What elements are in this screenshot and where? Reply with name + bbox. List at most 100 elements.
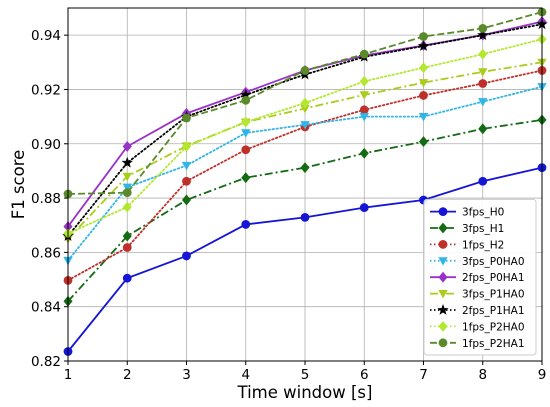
series-layer bbox=[62, 7, 548, 356]
x-tick-label: 4 bbox=[241, 367, 250, 383]
x-axis-label: Time window [s] bbox=[237, 383, 373, 402]
legend-marker bbox=[437, 304, 449, 315]
data-point bbox=[477, 29, 489, 40]
legend-item: 2fps_P0HA1 bbox=[430, 271, 525, 284]
data-point bbox=[241, 172, 251, 184]
legend-item: 2fps_P1HA1 bbox=[430, 304, 525, 317]
data-point bbox=[241, 129, 251, 138]
legend-marker bbox=[438, 257, 448, 266]
data-point bbox=[122, 201, 132, 213]
data-point bbox=[359, 105, 369, 115]
legend-item: 1fps_H2 bbox=[430, 239, 504, 251]
data-point bbox=[182, 251, 191, 261]
data-point bbox=[419, 91, 428, 100]
data-point bbox=[121, 156, 133, 168]
data-point bbox=[418, 113, 429, 122]
x-tick-label: 9 bbox=[538, 367, 547, 383]
y-tick-label: 0.92 bbox=[31, 82, 61, 98]
legend-label: 1fps_P2HA0 bbox=[462, 321, 525, 333]
data-point bbox=[478, 123, 488, 135]
data-point bbox=[300, 162, 310, 174]
data-point bbox=[418, 136, 429, 148]
data-point bbox=[478, 98, 488, 107]
legend: 3fps_H0 3fps_H1 1fps_H2 3fps_P0HA0 2fps_P0HA… bbox=[423, 198, 537, 356]
legend-marker bbox=[438, 239, 448, 249]
legend-item: 3fps_P0HA0 bbox=[430, 256, 525, 268]
axis-ticks: 1 2 3 4 5 6 7 8 9 0.82 0.84 0.86 0.88 0.90 0.92 0.94 bbox=[31, 28, 546, 383]
data-point bbox=[122, 188, 132, 198]
data-point bbox=[300, 97, 310, 109]
legend-marker bbox=[438, 338, 448, 348]
data-point bbox=[359, 147, 369, 159]
data-point bbox=[478, 68, 488, 77]
x-tick-label: 6 bbox=[360, 367, 369, 383]
data-point bbox=[181, 194, 192, 206]
data-point bbox=[182, 113, 191, 123]
x-tick-label: 5 bbox=[301, 367, 310, 383]
legend-item: 1fps_P2HA0 bbox=[430, 320, 525, 333]
data-point bbox=[122, 183, 132, 193]
legend-box bbox=[423, 198, 537, 356]
data-point bbox=[241, 220, 251, 229]
legend-item: 3fps_P1HA0 bbox=[430, 289, 525, 301]
legend-marker bbox=[438, 289, 448, 299]
y-tick-label: 0.84 bbox=[31, 300, 61, 316]
data-point bbox=[122, 243, 132, 252]
data-point bbox=[122, 273, 132, 283]
series-3fps_H1 bbox=[63, 114, 547, 307]
data-point bbox=[418, 62, 429, 74]
legend-marker bbox=[438, 320, 448, 332]
data-point bbox=[478, 176, 488, 186]
data-point bbox=[359, 75, 369, 87]
data-point bbox=[417, 40, 430, 51]
legend-label: 3fps_H1 bbox=[462, 223, 504, 235]
x-tick-label: 3 bbox=[182, 367, 191, 383]
data-point bbox=[359, 203, 369, 212]
data-point bbox=[241, 95, 251, 105]
legend-marker bbox=[438, 207, 448, 217]
legend-label: 3fps_P0HA0 bbox=[462, 256, 525, 268]
data-point bbox=[300, 66, 310, 75]
data-point bbox=[300, 121, 310, 130]
series-3fps_P0HA0 bbox=[63, 83, 547, 266]
legend-marker bbox=[438, 222, 448, 234]
series-1fps_P2HA0 bbox=[63, 33, 547, 239]
data-point bbox=[181, 141, 192, 152]
y-tick-label: 0.90 bbox=[31, 137, 61, 153]
y-tick-label: 0.82 bbox=[31, 354, 61, 370]
legend-label: 2fps_P1HA1 bbox=[462, 305, 525, 317]
grid-lines bbox=[67, 8, 543, 362]
y-tick-label: 0.94 bbox=[31, 28, 61, 44]
x-tick-label: 7 bbox=[419, 367, 428, 383]
data-point bbox=[241, 116, 251, 128]
data-point bbox=[241, 145, 251, 155]
data-point bbox=[122, 230, 132, 242]
legend-label: 2fps_P0HA1 bbox=[462, 272, 525, 284]
data-point bbox=[359, 49, 369, 59]
legend-item: 3fps_H1 bbox=[430, 222, 504, 235]
legend-item: 3fps_H0 bbox=[430, 207, 504, 219]
data-point bbox=[182, 176, 191, 186]
series-1fps_P2HA1 bbox=[63, 7, 547, 199]
data-point bbox=[359, 91, 369, 100]
x-tick-label: 2 bbox=[123, 367, 132, 383]
legend-item: 1fps_P2HA1 bbox=[430, 338, 525, 350]
x-tick-label: 1 bbox=[64, 367, 73, 383]
data-point bbox=[478, 48, 488, 60]
y-axis-label: F1 score bbox=[9, 150, 28, 220]
legend-label: 3fps_P1HA0 bbox=[462, 289, 525, 301]
y-tick-label: 0.86 bbox=[31, 245, 61, 261]
data-point bbox=[359, 113, 369, 122]
legend-label: 3fps_H0 bbox=[462, 207, 504, 219]
legend-label: 1fps_H2 bbox=[462, 239, 504, 251]
data-point bbox=[300, 212, 310, 222]
data-point bbox=[418, 79, 429, 88]
legend-label: 1fps_P2HA1 bbox=[462, 338, 525, 350]
y-tick-label: 0.88 bbox=[31, 191, 61, 207]
data-point bbox=[419, 32, 428, 41]
x-tick-label: 8 bbox=[478, 367, 487, 383]
data-point bbox=[122, 141, 132, 152]
data-point bbox=[122, 172, 132, 182]
legend-marker bbox=[438, 271, 448, 283]
